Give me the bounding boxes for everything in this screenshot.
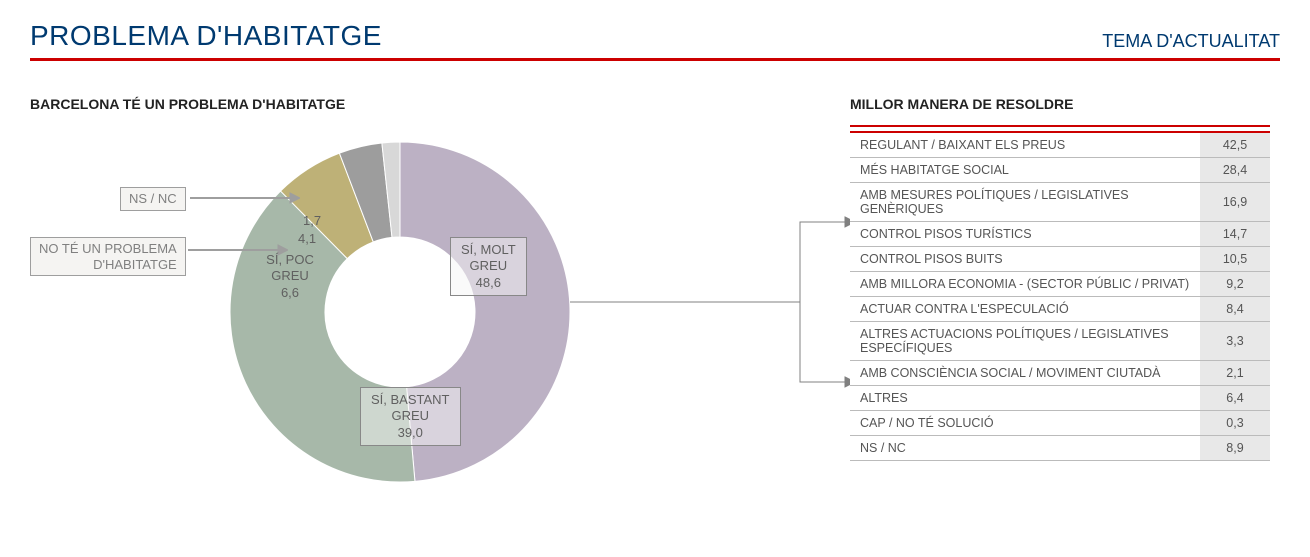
- table-row: ACTUAR CONTRA L'ESPECULACIÓ8,4: [850, 297, 1270, 322]
- table-cell-value: 3,3: [1200, 322, 1270, 361]
- table-row: MÉS HABITATGE SOCIAL28,4: [850, 158, 1270, 183]
- page-header: PROBLEMA D'HABITATGE TEMA D'ACTUALITAT: [30, 20, 1280, 61]
- callout-no-problema-l1: NO TÉ UN PROBLEMA: [39, 241, 177, 256]
- label-molt-greu: SÍ, MOLTGREU 48,6: [450, 237, 527, 296]
- slice-value-nsnc: 1,7: [303, 213, 321, 229]
- table-cell-value: 2,1: [1200, 361, 1270, 386]
- table-cell-value: 8,9: [1200, 436, 1270, 461]
- table-cell-value: 0,3: [1200, 411, 1270, 436]
- table-cell-label: ACTUAR CONTRA L'ESPECULACIÓ: [850, 297, 1200, 322]
- chart-title: BARCELONA TÉ UN PROBLEMA D'HABITATGE: [30, 96, 850, 112]
- results-table-area: REGULANT / BAIXANT ELS PREUS42,5MÉS HABI…: [850, 125, 1270, 461]
- callout-nsnc-label: NS / NC: [129, 191, 177, 206]
- donut-chart-area: NS / NC NO TÉ UN PROBLEMA D'HABITATGE 1,…: [30, 122, 810, 522]
- results-table: REGULANT / BAIXANT ELS PREUS42,5MÉS HABI…: [850, 125, 1270, 461]
- callout-no-problema-l2: D'HABITATGE: [93, 257, 177, 272]
- table-cell-value: 10,5: [1200, 247, 1270, 272]
- table-cell-label: CAP / NO TÉ SOLUCIÓ: [850, 411, 1200, 436]
- table-cell-label: AMB MESURES POLÍTIQUES / LEGISLATIVES GE…: [850, 183, 1200, 222]
- table-cell-label: NS / NC: [850, 436, 1200, 461]
- table-cell-label: CONTROL PISOS TURÍSTICS: [850, 222, 1200, 247]
- molt-greu-value: 48,6: [476, 275, 501, 290]
- label-bastant-greu: SÍ, BASTANTGREU 39,0: [360, 387, 461, 446]
- callout-no-problema: NO TÉ UN PROBLEMA D'HABITATGE: [30, 237, 186, 276]
- table-cell-value: 8,4: [1200, 297, 1270, 322]
- table-cell-label: MÉS HABITATGE SOCIAL: [850, 158, 1200, 183]
- table-title: MILLOR MANERA DE RESOLDRE: [850, 96, 1073, 112]
- bastant-greu-value: 39,0: [398, 425, 423, 440]
- table-row: REGULANT / BAIXANT ELS PREUS42,5: [850, 132, 1270, 158]
- table-cell-label: ALTRES ACTUACIONS POLÍTIQUES / LEGISLATI…: [850, 322, 1200, 361]
- table-cell-label: ALTRES: [850, 386, 1200, 411]
- table-cell-label: CONTROL PISOS BUITS: [850, 247, 1200, 272]
- page-title: PROBLEMA D'HABITATGE: [30, 20, 382, 52]
- table-row: ALTRES6,4: [850, 386, 1270, 411]
- connector-line: [570, 212, 860, 392]
- table-cell-label: AMB MILLORA ECONOMIA - (SECTOR PÚBLIC / …: [850, 272, 1200, 297]
- page-subtitle: TEMA D'ACTUALITAT: [1102, 31, 1280, 52]
- table-row: AMB MILLORA ECONOMIA - (SECTOR PÚBLIC / …: [850, 272, 1270, 297]
- table-cell-value: 6,4: [1200, 386, 1270, 411]
- table-cell-label: AMB CONSCIÈNCIA SOCIAL / MOVIMENT CIUTAD…: [850, 361, 1200, 386]
- table-cell-value: 16,9: [1200, 183, 1270, 222]
- arrow-icon: [180, 190, 300, 210]
- table-cell-value: 9,2: [1200, 272, 1270, 297]
- section-titles: BARCELONA TÉ UN PROBLEMA D'HABITATGE MIL…: [30, 96, 1280, 112]
- table-row: AMB CONSCIÈNCIA SOCIAL / MOVIMENT CIUTAD…: [850, 361, 1270, 386]
- table-row: AMB MESURES POLÍTIQUES / LEGISLATIVES GE…: [850, 183, 1270, 222]
- poc-greu-value: 6,6: [281, 285, 299, 300]
- table-cell-value: 14,7: [1200, 222, 1270, 247]
- table-row: ALTRES ACTUACIONS POLÍTIQUES / LEGISLATI…: [850, 322, 1270, 361]
- table-cell-value: 42,5: [1200, 132, 1270, 158]
- table-cell-label: REGULANT / BAIXANT ELS PREUS: [850, 132, 1200, 158]
- table-cell-value: 28,4: [1200, 158, 1270, 183]
- table-row: CAP / NO TÉ SOLUCIÓ0,3: [850, 411, 1270, 436]
- table-row: CONTROL PISOS BUITS10,5: [850, 247, 1270, 272]
- poc-greu-text: SÍ, POCGREU: [266, 252, 314, 283]
- callout-nsnc: NS / NC: [120, 187, 186, 211]
- table-row: CONTROL PISOS TURÍSTICS14,7: [850, 222, 1270, 247]
- slice-label-pocgreu: SÍ, POCGREU 6,6: [250, 252, 330, 301]
- slice-value-noproblema: 4,1: [298, 231, 316, 247]
- table-row: NS / NC8,9: [850, 436, 1270, 461]
